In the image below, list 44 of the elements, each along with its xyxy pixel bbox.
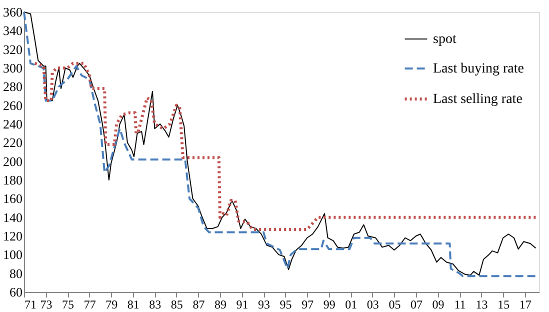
x-tick-label: 95	[280, 298, 292, 312]
x-tick-label: 87	[192, 298, 205, 312]
x-tick-label: 93	[258, 298, 270, 312]
legend-label: spot	[433, 32, 456, 47]
legend-label: Last selling rate	[433, 92, 522, 107]
y-tick-label: 80	[10, 266, 22, 281]
x-tick-label: 07	[410, 298, 422, 312]
x-tick-label: 01	[345, 298, 358, 312]
y-tick-label: 100	[3, 247, 22, 262]
x-tick-label: 79	[106, 298, 118, 312]
x-tick-label: 81	[127, 298, 140, 312]
y-tick-label: 280	[3, 79, 22, 94]
y-tick-label: 60	[10, 284, 22, 300]
line-series	[33, 62, 538, 231]
y-tick-label: 140	[3, 210, 22, 225]
x-tick-label: 85	[170, 298, 183, 312]
x-tick-label: 91	[236, 298, 248, 312]
x-tick-label: 75	[62, 298, 74, 312]
x-tick-label: 83	[149, 298, 162, 312]
y-tick-label: 360	[3, 4, 22, 20]
y-tick-label: 200	[3, 154, 22, 169]
x-tick-label: 99	[323, 298, 336, 312]
x-tick-label: 13	[476, 298, 488, 312]
x-tick-label: 17	[519, 298, 532, 312]
y-tick-label: 260	[3, 98, 22, 113]
x-tick-label: 73	[40, 298, 52, 312]
x-tick-label: 89	[214, 298, 226, 312]
x-tick-label: 77	[84, 298, 96, 312]
y-tick-label: 220	[3, 135, 22, 150]
y-tick-label: 180	[3, 172, 22, 188]
y-tick-label: 340	[3, 23, 22, 38]
x-tick-label: 05	[388, 298, 401, 312]
y-tick-label: 120	[3, 228, 22, 244]
x-tick-label: 97	[302, 298, 314, 312]
y-tick-label: 160	[3, 191, 22, 206]
x-tick-label: 71	[24, 298, 36, 312]
y-tick-label: 240	[3, 116, 22, 132]
y-tick-label: 320	[3, 42, 22, 57]
x-tick-label: 11	[454, 298, 466, 312]
y-tick-label: 300	[3, 60, 22, 76]
x-tick-label: 03	[366, 298, 379, 312]
legend-label: Last buying rate	[433, 62, 524, 76]
x-tick-label: 15	[498, 298, 510, 312]
x-tick-label: 09	[432, 298, 444, 312]
